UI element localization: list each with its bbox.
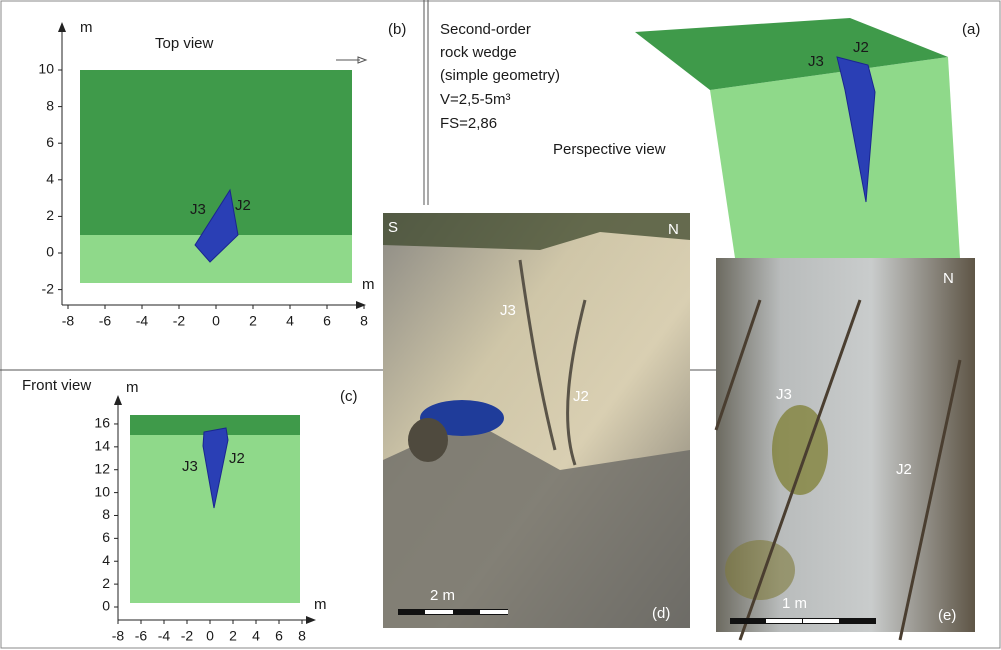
x-tick-label: -8 bbox=[112, 628, 125, 644]
y-tick-label: 10 bbox=[94, 483, 110, 499]
orientation: N bbox=[668, 221, 679, 238]
y-tick-label: 6 bbox=[46, 134, 54, 150]
y-tick-label: 2 bbox=[46, 207, 54, 223]
x-tick-label: 4 bbox=[252, 628, 260, 644]
panel-label: (b) bbox=[388, 21, 406, 38]
joint-label: J3 bbox=[776, 386, 792, 403]
panel-label: (d) bbox=[652, 605, 670, 622]
scale-bar bbox=[766, 619, 802, 623]
description: (simple geometry) bbox=[440, 67, 560, 84]
joint-label: J2 bbox=[896, 461, 912, 478]
y-unit: m bbox=[126, 379, 139, 396]
joint-label: J2 bbox=[573, 388, 589, 405]
joint-label: J3 bbox=[182, 458, 198, 475]
x-tick-label: 2 bbox=[229, 628, 237, 644]
panel-title: Top view bbox=[155, 35, 214, 52]
y-tick-label: 4 bbox=[46, 171, 54, 187]
y-tick-label: 4 bbox=[102, 552, 110, 568]
scale-bar bbox=[803, 619, 839, 623]
x-tick-label: 2 bbox=[249, 313, 257, 329]
description: rock wedge bbox=[440, 44, 517, 61]
x-tick-label: 0 bbox=[212, 313, 220, 329]
y-tick-label: 0 bbox=[46, 244, 54, 260]
y-tick-label: 2 bbox=[102, 575, 110, 591]
x-tick-label: -6 bbox=[99, 313, 112, 329]
description: Second-order bbox=[440, 21, 531, 38]
scale-bar bbox=[480, 610, 508, 614]
panel-label: (c) bbox=[340, 388, 358, 405]
y-tick-label: 6 bbox=[102, 529, 110, 545]
x-tick-label: -4 bbox=[136, 313, 149, 329]
x-tick-label: 8 bbox=[298, 628, 306, 644]
panel-title: Front view bbox=[22, 377, 91, 394]
x-tick-label: -4 bbox=[158, 628, 171, 644]
x-tick-label: -2 bbox=[181, 628, 194, 644]
y-tick-label: 10 bbox=[38, 61, 54, 77]
x-unit: m bbox=[314, 596, 327, 613]
orientation: N bbox=[943, 270, 954, 287]
joint-label: J3 bbox=[500, 302, 516, 319]
view-label: Perspective view bbox=[553, 141, 666, 158]
moss bbox=[725, 540, 795, 600]
scale-bar bbox=[425, 610, 453, 614]
x-tick-label: -2 bbox=[173, 313, 186, 329]
y-tick-label: 14 bbox=[94, 438, 110, 454]
rock-top bbox=[80, 70, 352, 235]
description: V=2,5-5m³ bbox=[440, 91, 510, 108]
scale-label: 1 m bbox=[782, 595, 807, 612]
scale-label: 2 m bbox=[430, 587, 455, 604]
x-unit: m bbox=[362, 276, 375, 293]
panel-e-photo: N J3 J2 1 m (e) bbox=[716, 258, 975, 640]
y-tick-label: 12 bbox=[94, 460, 110, 476]
panel-d-photo: S N J3 J2 2 m (d) bbox=[383, 213, 690, 628]
y-tick-label: 8 bbox=[46, 97, 54, 113]
rock-face bbox=[710, 57, 960, 258]
panel-label: (a) bbox=[962, 21, 980, 38]
x-tick-label: 6 bbox=[323, 313, 331, 329]
panel-label: (e) bbox=[938, 607, 956, 624]
joint-label: J2 bbox=[235, 197, 251, 214]
y-tick-label: 16 bbox=[94, 415, 110, 431]
person bbox=[408, 418, 448, 462]
joint-label: J3 bbox=[190, 201, 206, 218]
x-tick-label: 4 bbox=[286, 313, 294, 329]
x-tick-label: -6 bbox=[135, 628, 148, 644]
orientation: S bbox=[388, 219, 398, 236]
joint-label: J3 bbox=[808, 53, 824, 70]
figure: m m Top view (b) J3 J2 -8-6-4-202468-202… bbox=[0, 0, 1001, 650]
x-tick-label: 6 bbox=[275, 628, 283, 644]
x-tick-label: 0 bbox=[206, 628, 214, 644]
description: FS=2,86 bbox=[440, 115, 497, 132]
x-tick-label: -8 bbox=[62, 313, 75, 329]
joint-label: J2 bbox=[853, 39, 869, 56]
y-tick-label: -2 bbox=[42, 280, 55, 296]
joint-label: J2 bbox=[229, 450, 245, 467]
y-unit: m bbox=[80, 19, 93, 36]
y-tick-label: 0 bbox=[102, 598, 110, 614]
y-tick-label: 8 bbox=[102, 506, 110, 522]
x-tick-label: 8 bbox=[360, 313, 368, 329]
